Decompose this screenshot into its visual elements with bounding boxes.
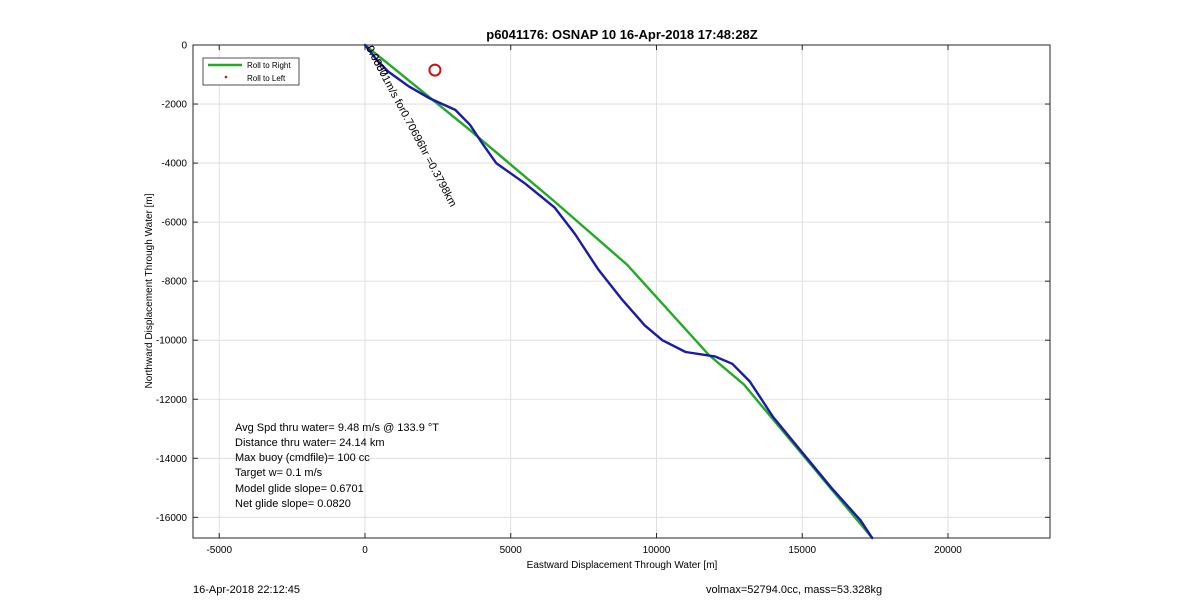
y-tick-label: -12000 xyxy=(156,395,188,406)
x-tick-label: -5000 xyxy=(206,545,232,556)
stat-target-w: Target w= 0.1 m/s xyxy=(235,467,323,479)
x-axis-label: Eastward Displacement Through Water [m] xyxy=(527,560,718,571)
stat-avg-speed: Avg Spd thru water= 9.48 m/s @ 133.9 °T xyxy=(235,422,439,434)
y-tick-label: -16000 xyxy=(156,513,188,524)
chart-title: p6041176: OSNAP 10 16-Apr-2018 17:48:28Z xyxy=(486,27,758,42)
series-line-trajectory xyxy=(363,43,874,540)
grid-lines xyxy=(193,44,1050,538)
y-tick-label: -2000 xyxy=(161,100,187,111)
y-tick-label: 0 xyxy=(181,41,187,52)
y-tick-label: -8000 xyxy=(161,277,187,288)
stat-model-glide-slope: Model glide slope= 0.6701 xyxy=(235,483,364,495)
series-line-roll-right xyxy=(363,43,874,540)
y-axis-label: Northward Displacement Through Water [m] xyxy=(144,193,155,388)
legend-dot-roll-left xyxy=(224,75,228,79)
series-lines xyxy=(363,43,874,540)
stats-block: Avg Spd thru water= 9.48 m/s @ 133.9 °T … xyxy=(235,422,439,510)
y-tick-label: -10000 xyxy=(156,336,188,347)
legend-box xyxy=(202,57,300,86)
legend-label-roll-right: Roll to Right xyxy=(247,61,291,70)
y-tick-label: -14000 xyxy=(156,454,188,465)
plot-area-frame xyxy=(192,44,1051,539)
stat-net-glide-slope: Net glide slope= 0.0820 xyxy=(235,498,351,510)
x-tick-label: 0 xyxy=(362,545,368,556)
x-tick-label: 20000 xyxy=(934,545,962,556)
y-tick-label: -6000 xyxy=(161,218,187,229)
stat-distance: Distance thru water= 24.14 km xyxy=(235,437,385,449)
footer-vol-mass: volmax=52794.0cc, mass=53.328kg xyxy=(706,584,882,596)
y-tick-label: -4000 xyxy=(161,159,187,170)
footer-timestamp: 16-Apr-2018 22:12:45 xyxy=(193,584,300,596)
x-tick-label: 15000 xyxy=(788,545,816,556)
legend-label-roll-left: Roll to Left xyxy=(247,74,286,83)
x-tick-label: 10000 xyxy=(643,545,671,556)
x-tick-label: 5000 xyxy=(500,545,523,556)
stat-max-buoy: Max buoy (cmdfile)= 100 cc xyxy=(235,452,370,464)
current-position-marker xyxy=(428,63,442,77)
legend: Roll to Right Roll to Left xyxy=(202,57,300,86)
